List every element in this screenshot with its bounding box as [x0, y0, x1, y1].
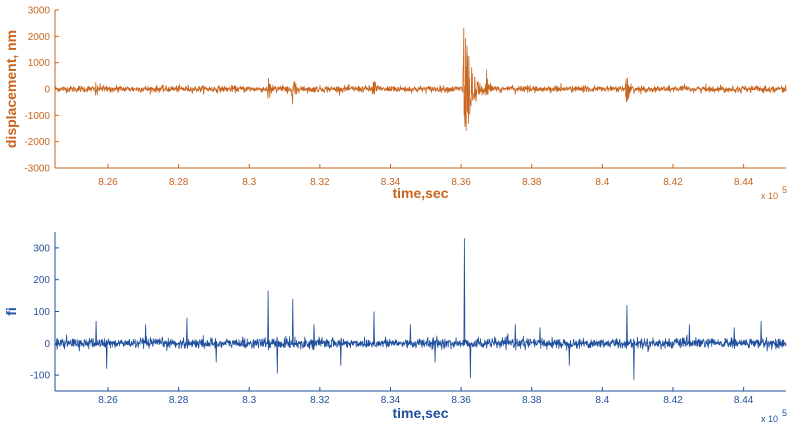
- y-tick-label: -3000: [24, 164, 50, 175]
- x-tick-label: 8.42: [663, 395, 683, 406]
- x-multiplier-exponent: 5: [782, 408, 787, 418]
- y-tick-label: -2000: [24, 137, 50, 148]
- x-tick-label: 8.4: [595, 177, 609, 188]
- x-tick-label: 8.34: [381, 395, 401, 406]
- y-tick-label: -1000: [24, 111, 50, 122]
- x-tick-label: 8.26: [98, 177, 118, 188]
- x-tick-label: 8.38: [522, 395, 542, 406]
- x-tick-label: 8.44: [734, 395, 754, 406]
- x-tick-label: 8.32: [310, 177, 330, 188]
- x-axis-label: time,sec: [392, 185, 448, 201]
- y-tick-label: 1000: [28, 58, 51, 69]
- y-tick-label: -100: [30, 371, 50, 382]
- y-tick-label: 3000: [28, 6, 51, 17]
- x-multiplier: x 10: [761, 414, 778, 424]
- x-tick-label: 8.26: [98, 395, 118, 406]
- y-tick-label: 100: [33, 307, 50, 318]
- y-tick-label: 300: [33, 243, 50, 254]
- x-tick-label: 8.34: [381, 177, 401, 188]
- x-multiplier-exponent: 5: [782, 185, 787, 195]
- x-tick-label: 8.36: [451, 177, 471, 188]
- x-tick-label: 8.28: [169, 177, 189, 188]
- x-tick-label: 8.38: [522, 177, 542, 188]
- signal-line: [54, 27, 787, 132]
- x-tick-label: 8.3: [242, 395, 256, 406]
- x-multiplier: x 10: [761, 191, 778, 201]
- signal-line: [54, 238, 787, 380]
- fi-panel: -100 0 100 200 300 8.26 8.28 8.3 8.32 8.34 8.36 8.3…: [3, 232, 787, 424]
- x-tick-label: 8.36: [451, 395, 471, 406]
- y-tick-label: 200: [33, 275, 50, 286]
- y-axis-label: fi: [3, 307, 19, 316]
- y-tick-label: 0: [44, 339, 50, 350]
- x-tick-label: 8.32: [310, 395, 330, 406]
- x-tick-label: 8.4: [595, 395, 609, 406]
- y-axis-label: displacement, nm: [3, 30, 19, 148]
- x-tick-label: 8.28: [169, 395, 189, 406]
- x-tick-label: 8.42: [663, 177, 683, 188]
- y-tick-label: 2000: [28, 32, 51, 43]
- x-tick-label: 8.3: [242, 177, 256, 188]
- x-tick-label: 8.44: [734, 177, 754, 188]
- y-tick-label: 0: [44, 85, 50, 96]
- x-axis-label: time,sec: [392, 405, 448, 421]
